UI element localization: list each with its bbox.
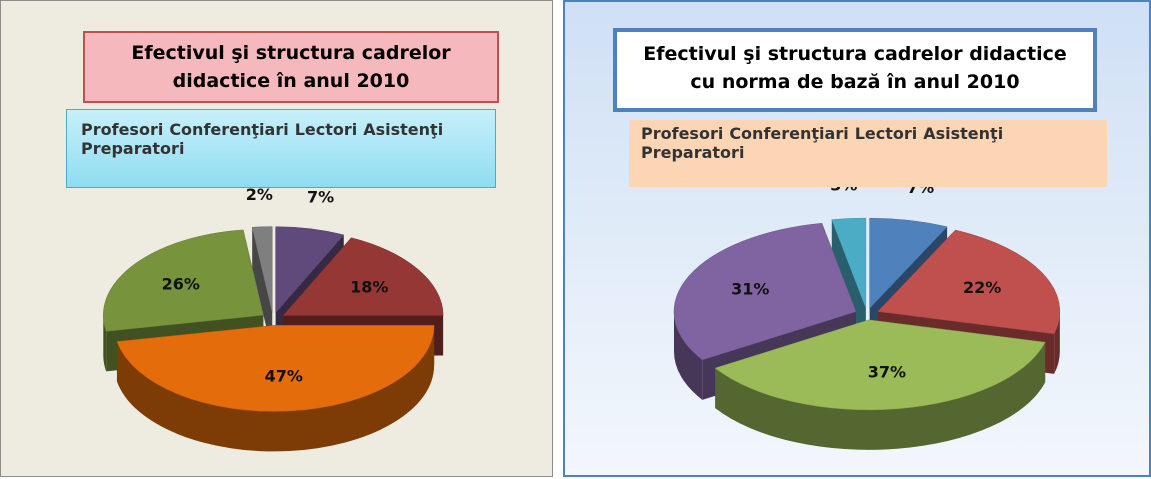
legend-item: Preparatori bbox=[75, 139, 184, 158]
legend-item: Conferenţiari bbox=[163, 120, 288, 139]
chart-panel: 7% 18% 47% 26% 2% Efectivul şi structura cad… bbox=[0, 0, 553, 477]
slice-side bbox=[831, 219, 866, 349]
legend-label: Preparatori bbox=[81, 139, 185, 158]
pie-area: 7%22%37%31%3% bbox=[673, 176, 1061, 450]
pie-area: 7% 18% 47% 26% 2% bbox=[103, 185, 444, 452]
slice-top bbox=[831, 217, 867, 309]
chart-panel: 7%22%37%31%3% Efectivul şi structura cad… bbox=[563, 0, 1151, 477]
slice bbox=[116, 325, 435, 452]
slice-top bbox=[251, 226, 273, 313]
legend-label: Conferenţiari bbox=[169, 120, 289, 139]
slice-wall bbox=[116, 325, 435, 452]
slice bbox=[714, 319, 1046, 450]
slice-top bbox=[116, 325, 435, 412]
slice-wall bbox=[1054, 311, 1060, 374]
legend-item: Asistenţi bbox=[357, 120, 443, 139]
legend-item: Lectori bbox=[289, 120, 358, 139]
slice-top bbox=[714, 319, 1046, 411]
slice bbox=[251, 226, 273, 353]
legend-item: Asistenţi bbox=[917, 124, 1003, 143]
legend-item: Profesori bbox=[75, 120, 163, 139]
legend-label: Profesori bbox=[641, 124, 724, 143]
data-label: 18% bbox=[350, 277, 388, 296]
slice-top bbox=[869, 217, 948, 309]
slice-top bbox=[877, 229, 1061, 335]
slice bbox=[831, 217, 867, 349]
legend-label: Lectori bbox=[854, 124, 918, 143]
chart-title: Efectivul şi structura cadrelor didactic… bbox=[83, 31, 499, 103]
slice-top bbox=[673, 222, 857, 361]
data-label: 7% bbox=[307, 187, 334, 206]
slice-side bbox=[252, 227, 273, 353]
chart-title: Efectivul şi structura cadrelor didactic… bbox=[613, 28, 1097, 112]
legend-label: Lectori bbox=[294, 120, 358, 139]
data-label: 22% bbox=[963, 278, 1001, 297]
slice-top bbox=[282, 237, 444, 316]
legend-item: Conferenţiari bbox=[723, 124, 848, 143]
data-label: 2% bbox=[246, 185, 273, 204]
legend-item: Preparatori bbox=[635, 143, 744, 162]
legend-item: Lectori bbox=[849, 124, 918, 143]
legend: Profesori Conferenţiari Lectori Asistenţi Pr… bbox=[66, 109, 496, 188]
data-label: 47% bbox=[265, 366, 303, 385]
legend-label: Asistenţi bbox=[923, 124, 1004, 143]
slice-top bbox=[275, 226, 345, 314]
data-label: 37% bbox=[868, 363, 906, 382]
legend-label: Asistenţi bbox=[363, 120, 444, 139]
data-label: 31% bbox=[731, 280, 769, 299]
slice-top bbox=[103, 229, 264, 332]
data-label: 26% bbox=[162, 274, 200, 293]
legend-label: Preparatori bbox=[641, 143, 745, 162]
legend-label: Conferenţiari bbox=[729, 124, 849, 143]
legend-item: Profesori bbox=[635, 124, 723, 143]
legend: Profesori Conferenţiari Lectori Asistenţi Pr… bbox=[629, 120, 1107, 187]
slice-wall bbox=[715, 342, 1046, 450]
slice-wall bbox=[673, 311, 703, 400]
legend-label: Profesori bbox=[81, 120, 164, 139]
